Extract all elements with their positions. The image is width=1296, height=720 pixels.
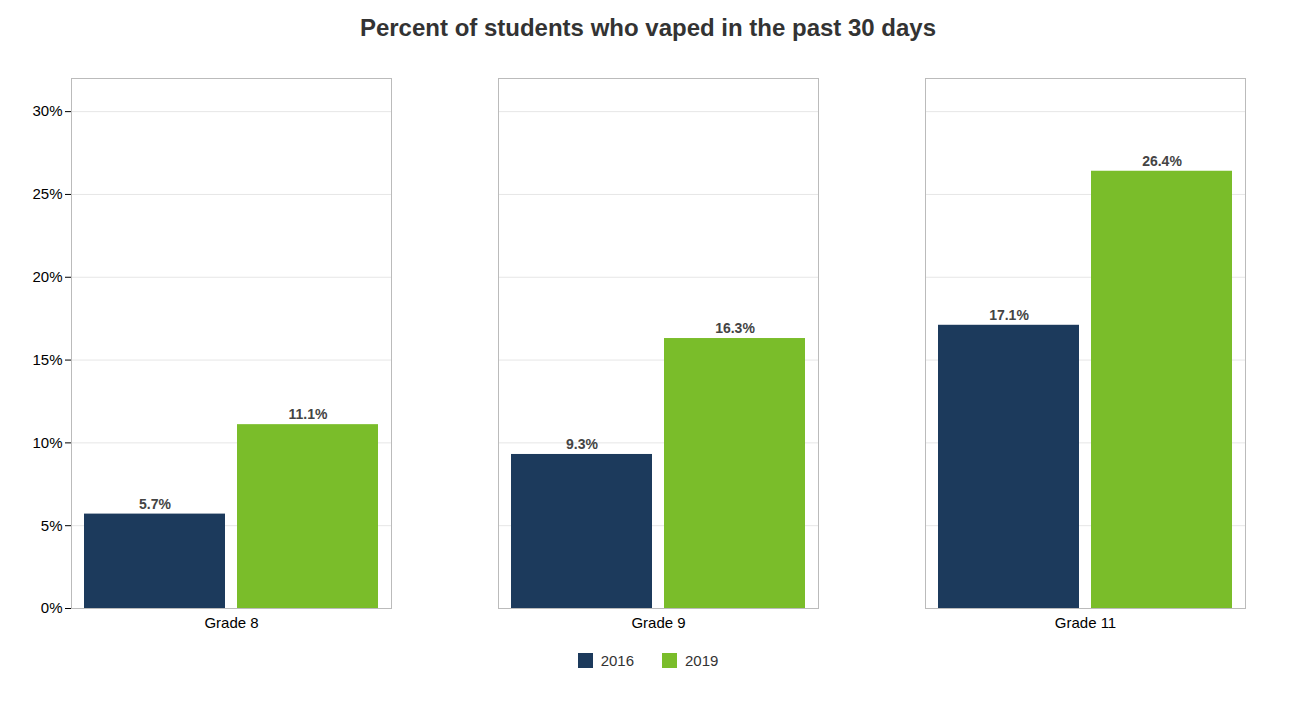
svg-text:20%: 20%: [32, 268, 62, 285]
svg-text:10%: 10%: [32, 434, 62, 451]
html-text:Percent of students who vaped: Percent of students who vaped in the pas…: [359, 14, 937, 41]
svg-text:15%: 15%: [32, 351, 62, 368]
html-text:2019: 2019: [685, 652, 719, 669]
svg-text:30%: 30%: [32, 102, 62, 119]
svg-text:Grade 9: Grade 9: [631, 614, 685, 631]
html-text:2016: 2016: [600, 652, 634, 669]
svg-text:0%: 0%: [41, 599, 63, 616]
svg-text:25%: 25%: [32, 185, 62, 202]
svg-text:17.1%: 17.1%: [989, 307, 1029, 323]
svg-text:Grade 11: Grade 11: [1055, 614, 1116, 631]
svg-text:26.4%: 26.4%: [1142, 153, 1182, 169]
svg-text:11.1%: 11.1%: [289, 406, 328, 422]
svg-text:16.3%: 16.3%: [715, 320, 755, 336]
svg-text:5.7%: 5.7%: [139, 496, 171, 512]
svg-text:Grade 8: Grade 8: [204, 614, 258, 631]
svg-text:9.3%: 9.3%: [566, 436, 598, 452]
svg-text:5%: 5%: [41, 516, 63, 533]
